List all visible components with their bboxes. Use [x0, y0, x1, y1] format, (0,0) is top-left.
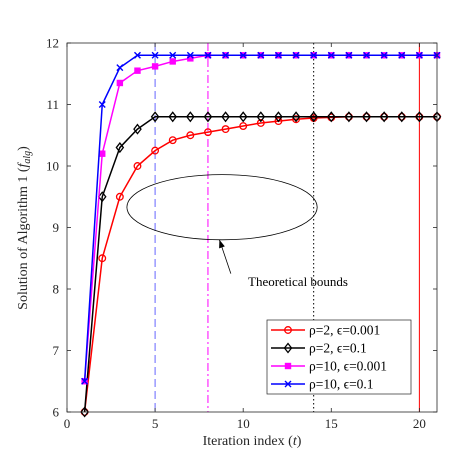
point-rho-2-eps-0p1-t20 — [415, 111, 424, 123]
point-rho-2-eps-0p1-t9 — [221, 111, 230, 123]
annotation-text: Theoretical bounds — [248, 274, 348, 289]
point-rho-2-eps-0p001-t9 — [221, 125, 230, 134]
annotation-ellipse — [126, 174, 318, 241]
point-rho-10-eps-0p1-t11 — [257, 51, 265, 59]
point-rho-10-eps-0p1-t13 — [292, 51, 300, 59]
y-tick-label-10: 10 — [46, 159, 59, 174]
legend-swatch-marker — [284, 380, 292, 388]
legend-label: ρ=2, ϵ=0.001 — [309, 323, 380, 338]
point-rho-10-eps-0p001-t2 — [99, 150, 106, 157]
x-tick-label-5: 5 — [152, 416, 159, 431]
ticks: 0 5 10 15 20 6 7 8 9 10 11 12 — [46, 36, 437, 431]
point-rho-10-eps-0p1-t2 — [98, 101, 106, 108]
annotation-layer: Theoretical bounds — [126, 174, 348, 289]
legend-swatch-marker — [284, 362, 292, 370]
point-rho-10-eps-0p1-t20 — [415, 51, 423, 59]
point-rho-10-eps-0p1-t15 — [327, 51, 335, 59]
point-rho-10-eps-0p001-t4 — [134, 67, 141, 74]
point-rho-10-eps-0p1-t8 — [204, 51, 212, 59]
threshold-lines — [154, 43, 420, 412]
legend: ρ=2, ϵ=0.001 ρ=2, ϵ=0.1 ρ=10, ϵ=0.001 ρ=10,… — [266, 319, 412, 395]
point-rho-2-eps-0p1-t1 — [80, 406, 89, 418]
point-rho-2-eps-0p001-t6 — [168, 136, 177, 145]
legend-item-rho-10-eps-0p001: ρ=10, ϵ=0.001 — [271, 359, 387, 374]
point-rho-2-eps-0p001-t13 — [292, 115, 300, 124]
x-tick-label-15: 15 — [325, 416, 338, 431]
point-rho-2-eps-0p001-t11 — [256, 118, 265, 127]
point-rho-2-eps-0p001-t7 — [186, 131, 195, 140]
point-rho-10-eps-0p1-t9 — [222, 51, 230, 59]
y-tick-label-9: 9 — [53, 220, 60, 235]
annotation-arrowhead — [219, 239, 225, 249]
legend-label: ρ=10, ϵ=0.1 — [309, 377, 374, 392]
x-tick-label-10: 10 — [237, 416, 250, 431]
point-rho-10-eps-0p1-t3 — [116, 64, 124, 72]
point-rho-10-eps-0p1-t7 — [186, 51, 194, 59]
point-rho-2-eps-0p1-t16 — [344, 111, 354, 123]
point-rho-2-eps-0p1-t5 — [150, 111, 160, 123]
point-rho-2-eps-0p001-t12 — [274, 117, 283, 126]
point-rho-10-eps-0p1-t19 — [398, 51, 406, 59]
point-rho-10-eps-0p1-t12 — [274, 51, 282, 59]
y-tick-label-8: 8 — [53, 282, 60, 297]
point-rho-10-eps-0p1-t17 — [363, 51, 371, 59]
point-rho-2-eps-0p1-t17 — [362, 111, 371, 123]
x-tick-label-0: 0 — [64, 416, 71, 431]
point-rho-2-eps-0p001-t4 — [133, 162, 142, 170]
legend-item-rho-2-eps-0p001: ρ=2, ϵ=0.001 — [271, 323, 380, 338]
point-rho-2-eps-0p001-t3 — [115, 192, 124, 201]
point-rho-2-eps-0p1-t18 — [379, 111, 389, 123]
point-rho-2-eps-0p001-t8 — [204, 128, 212, 137]
x-tick-label-20: 20 — [413, 416, 426, 431]
y-tick-label-6: 6 — [53, 405, 60, 420]
point-rho-2-eps-0p1-t11 — [256, 111, 266, 123]
y-tick-label-12: 12 — [46, 36, 59, 51]
point-rho-10-eps-0p001-t6 — [169, 58, 176, 65]
y-tick-label-11: 11 — [46, 97, 59, 112]
point-rho-10-eps-0p1-t5 — [151, 51, 159, 59]
point-rho-2-eps-0p001-t10 — [239, 122, 248, 130]
x-axis-label: Iteration index (t) — [203, 434, 302, 449]
point-rho-10-eps-0p1-t4 — [133, 51, 141, 59]
point-rho-2-eps-0p1-t19 — [397, 111, 407, 123]
point-rho-10-eps-0p1-t16 — [345, 51, 353, 59]
legend-item-rho-10-eps-0p1: ρ=10, ϵ=0.1 — [271, 377, 374, 392]
series-rho-2-eps-0p1 — [80, 111, 442, 418]
point-rho-10-eps-0p001-t3 — [116, 79, 124, 87]
point-rho-2-eps-0p1-t13 — [291, 111, 301, 123]
legend-label: ρ=10, ϵ=0.001 — [309, 359, 387, 374]
series-line-rho-2-eps-0p1 — [83, 116, 437, 413]
point-rho-2-eps-0p001-t5 — [151, 146, 160, 155]
point-rho-2-eps-0p1-t14 — [309, 111, 318, 123]
point-rho-10-eps-0p1-t1 — [81, 377, 89, 385]
legend-item-rho-2-eps-0p1: ρ=2, ϵ=0.1 — [271, 341, 367, 356]
point-rho-2-eps-0p1-t8 — [203, 111, 213, 123]
point-rho-2-eps-0p1-t12 — [274, 111, 283, 123]
y-tick-label-7: 7 — [53, 343, 60, 358]
point-rho-2-eps-0p1-t15 — [326, 111, 336, 123]
series-rho-10-eps-0p1 — [81, 51, 441, 385]
point-rho-10-eps-0p001-t5 — [151, 63, 159, 70]
point-rho-2-eps-0p1-t6 — [168, 111, 178, 123]
legend-swatch-marker — [284, 326, 292, 334]
y-axis-label: Solution of Algorithm 1 (falg) — [16, 146, 33, 310]
legend-swatch-marker — [283, 342, 293, 354]
point-rho-2-eps-0p1-t4 — [133, 123, 142, 135]
point-rho-10-eps-0p1-t18 — [380, 51, 388, 59]
point-rho-2-eps-0p001-t2 — [98, 254, 107, 263]
point-rho-2-eps-0p1-t3 — [115, 141, 125, 154]
point-rho-10-eps-0p1-t14 — [310, 51, 318, 59]
point-rho-10-eps-0p1-t10 — [239, 51, 247, 59]
point-rho-2-eps-0p1-t7 — [186, 111, 195, 123]
legend-label: ρ=2, ϵ=0.1 — [309, 341, 367, 356]
point-rho-10-eps-0p1-t6 — [169, 51, 177, 59]
point-rho-2-eps-0p1-t2 — [97, 191, 107, 203]
series-lines — [80, 51, 442, 418]
point-rho-2-eps-0p1-t10 — [238, 111, 248, 123]
